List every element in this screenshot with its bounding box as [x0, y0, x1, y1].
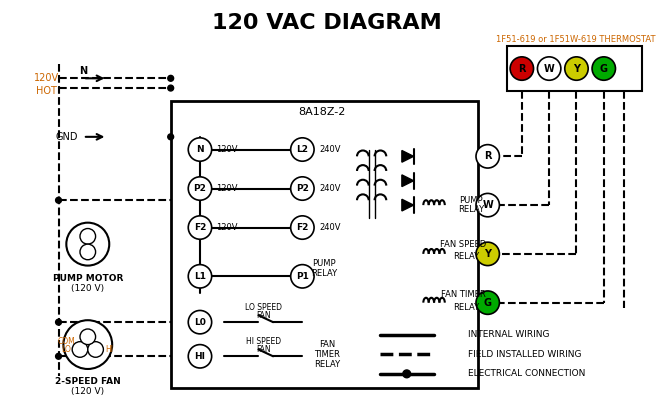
Text: FAN: FAN [256, 311, 271, 320]
Text: P2: P2 [194, 184, 206, 193]
Circle shape [510, 57, 533, 80]
Text: HI: HI [105, 345, 113, 354]
Text: F2: F2 [296, 223, 309, 232]
Text: 240V: 240V [319, 223, 340, 232]
Circle shape [64, 320, 112, 369]
Circle shape [291, 216, 314, 239]
Text: F2: F2 [194, 223, 206, 232]
Circle shape [88, 341, 103, 357]
Text: 120 VAC DIAGRAM: 120 VAC DIAGRAM [212, 13, 442, 33]
Text: INTERNAL WIRING: INTERNAL WIRING [468, 330, 549, 339]
Circle shape [565, 57, 588, 80]
Text: FAN: FAN [319, 340, 335, 349]
Text: PUMP MOTOR: PUMP MOTOR [53, 274, 123, 283]
Circle shape [291, 265, 314, 288]
Text: R: R [484, 151, 492, 161]
Text: LO SPEED: LO SPEED [245, 303, 282, 312]
Text: N: N [196, 145, 204, 154]
Text: 2-SPEED FAN: 2-SPEED FAN [55, 377, 121, 386]
Text: GND: GND [55, 132, 78, 142]
Circle shape [80, 244, 96, 260]
Circle shape [188, 310, 212, 334]
Text: P2: P2 [296, 184, 309, 193]
Text: P1: P1 [296, 272, 309, 281]
Text: G: G [600, 64, 608, 74]
Text: 240V: 240V [319, 184, 340, 193]
Circle shape [291, 138, 314, 161]
Text: RELAY: RELAY [311, 269, 337, 278]
Circle shape [72, 341, 88, 357]
Text: 1F51-619 or 1F51W-619 THERMOSTAT: 1F51-619 or 1F51W-619 THERMOSTAT [496, 35, 655, 44]
Text: HI SPEED: HI SPEED [246, 337, 281, 346]
Text: RELAY: RELAY [314, 360, 340, 369]
Circle shape [592, 57, 616, 80]
Text: 8A18Z-2: 8A18Z-2 [298, 107, 346, 117]
Text: RELAY: RELAY [453, 303, 479, 312]
Text: L2: L2 [296, 145, 308, 154]
Polygon shape [402, 150, 413, 162]
Text: LO: LO [62, 345, 71, 354]
Circle shape [291, 177, 314, 200]
Text: FIELD INSTALLED WIRING: FIELD INSTALLED WIRING [468, 350, 582, 359]
Bar [171, 101, 478, 388]
Circle shape [80, 329, 96, 344]
Circle shape [188, 138, 212, 161]
Text: HOT: HOT [36, 86, 57, 96]
Text: FAN: FAN [256, 345, 271, 354]
Circle shape [168, 134, 174, 140]
Text: TIMER: TIMER [314, 350, 340, 359]
Text: N: N [79, 67, 87, 77]
Circle shape [168, 85, 174, 91]
Circle shape [476, 145, 499, 168]
Text: PUMP: PUMP [460, 196, 483, 205]
Circle shape [403, 370, 411, 378]
Circle shape [537, 57, 561, 80]
Text: W: W [482, 200, 493, 210]
Text: Y: Y [484, 249, 491, 259]
Text: (120 V): (120 V) [71, 387, 105, 396]
Bar [507, 46, 642, 91]
Circle shape [56, 319, 62, 325]
Circle shape [188, 265, 212, 288]
Circle shape [168, 75, 174, 81]
Text: 120V: 120V [216, 145, 238, 154]
Text: 120V: 120V [34, 73, 60, 83]
Text: L1: L1 [194, 272, 206, 281]
Text: 240V: 240V [319, 145, 340, 154]
Text: 120V: 120V [216, 184, 238, 193]
Circle shape [188, 344, 212, 368]
Circle shape [476, 194, 499, 217]
Text: 120V: 120V [216, 223, 238, 232]
Circle shape [188, 216, 212, 239]
Circle shape [56, 197, 62, 203]
Text: L0: L0 [194, 318, 206, 327]
Text: RELAY: RELAY [453, 252, 479, 261]
Circle shape [476, 242, 499, 266]
Text: W: W [544, 64, 555, 74]
Text: Y: Y [573, 64, 580, 74]
Polygon shape [402, 199, 413, 211]
Text: G: G [484, 297, 492, 308]
Text: (120 V): (120 V) [71, 284, 105, 292]
Circle shape [476, 291, 499, 314]
Circle shape [188, 177, 212, 200]
Circle shape [56, 353, 62, 359]
Circle shape [66, 222, 109, 266]
Text: ELECTRICAL CONNECTION: ELECTRICAL CONNECTION [468, 370, 586, 378]
Text: HI: HI [194, 352, 206, 361]
Text: FAN SPEED: FAN SPEED [440, 240, 486, 248]
Text: RELAY: RELAY [458, 205, 484, 215]
Circle shape [80, 228, 96, 244]
Text: R: R [518, 64, 525, 74]
Text: COM: COM [58, 337, 75, 346]
Text: PUMP: PUMP [312, 259, 336, 268]
Text: FAN TIMER: FAN TIMER [441, 290, 486, 299]
Polygon shape [402, 175, 413, 186]
